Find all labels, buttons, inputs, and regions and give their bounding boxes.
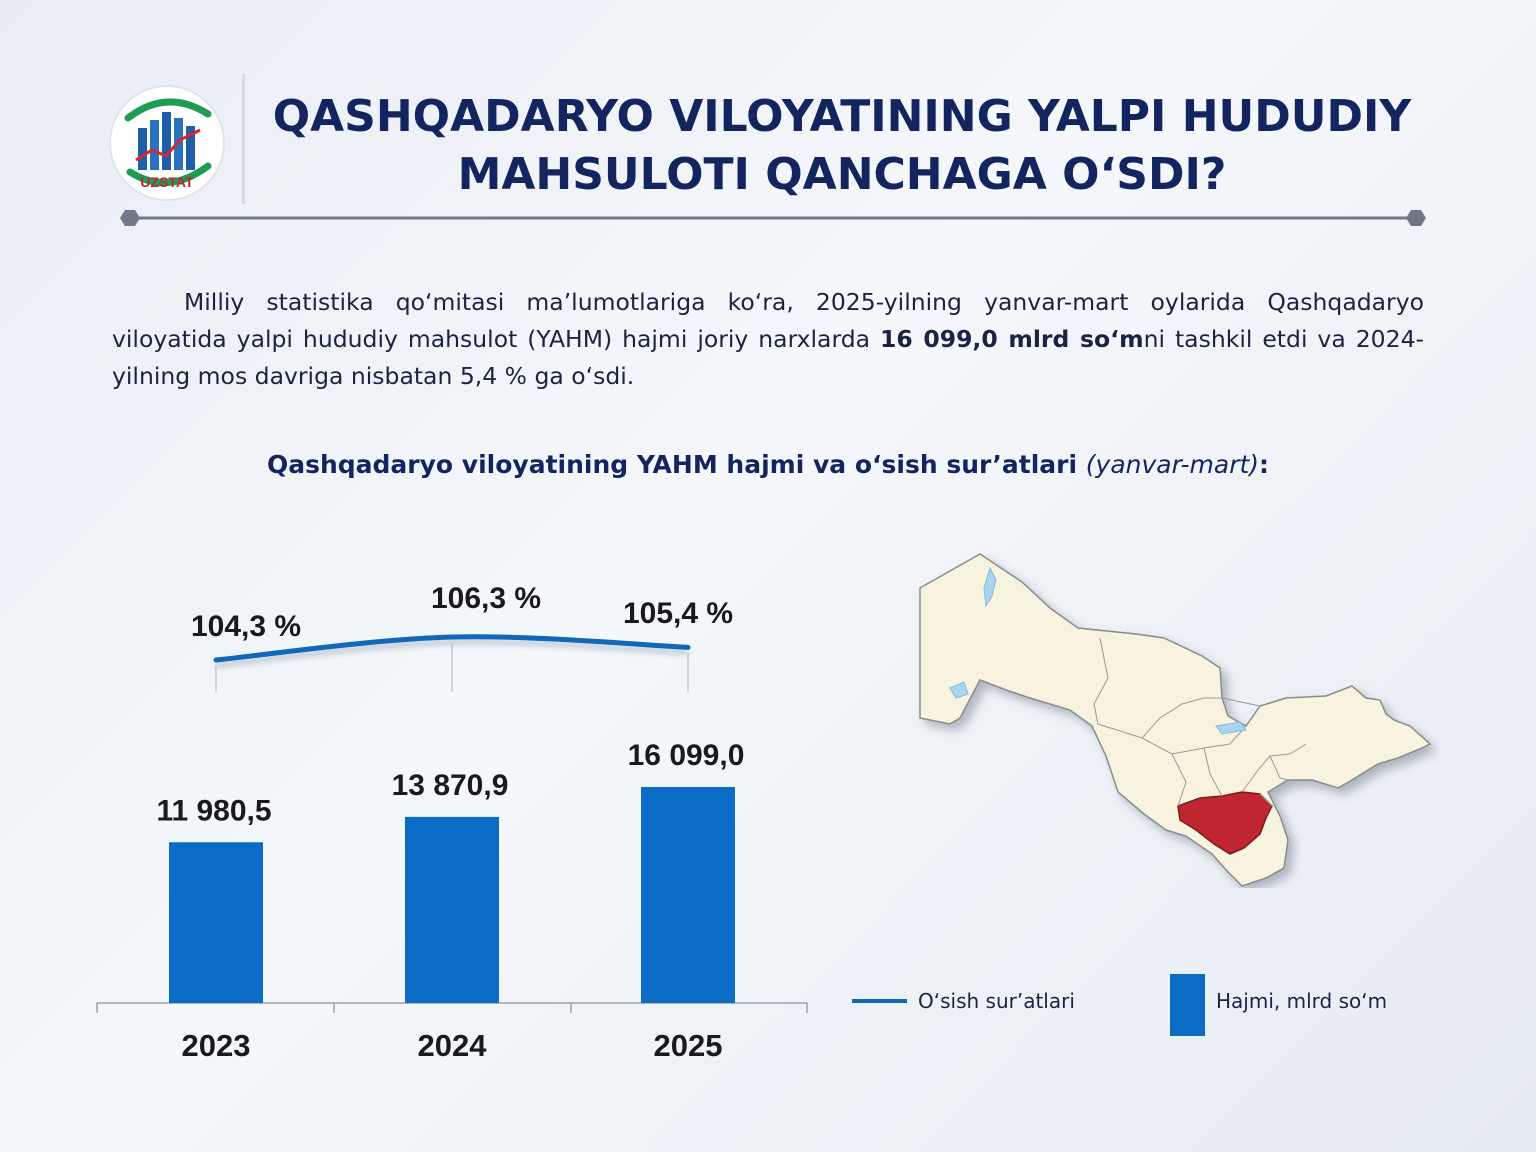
intro-highlight: 16 099,0 mlrd so‘m — [880, 325, 1144, 353]
bar-2023 — [169, 842, 263, 1003]
title-line-2: MAHSULOTI QANCHAGA O‘SDI? — [457, 149, 1227, 200]
intro-text-1: Milliy statistika qo‘mitasi ma’lumotlari… — [112, 288, 1424, 353]
legend-bar-swatch — [1170, 974, 1205, 1036]
qashqadaryo-region — [1177, 791, 1273, 855]
legend-line-label: O‘sish sur’atlari — [918, 989, 1075, 1013]
legend-bar-label: Hajmi, mlrd so‘m — [1216, 989, 1388, 1013]
bar-label-2023: 11 980,5 — [156, 794, 271, 827]
title-line-1: QASHQADARYO VILOYATINING YALPI HUDUDIY — [272, 91, 1412, 142]
uzstat-logo: UZSTAT — [109, 85, 225, 201]
chart-title-main: Qashqadaryo viloyatining YAHM hajmi va o… — [266, 450, 1086, 479]
bar-2024 — [405, 816, 499, 1003]
chart-title-note: (yanvar-mart) — [1085, 450, 1260, 479]
page-title: QASHQADARYO VILOYATINING YALPI HUDUDIY M… — [262, 88, 1422, 204]
water-bodies — [949, 566, 1247, 735]
title-rule — [120, 210, 1426, 226]
uzbekistan-map — [919, 553, 1432, 887]
chart-title-suffix: : — [1259, 450, 1270, 479]
line-label-2024: 106,3 % — [431, 582, 541, 615]
intro-text-2: ni tashkil etdi va 2024-yilning mos davr… — [112, 325, 1424, 390]
line-label-2025: 105,4 % — [623, 597, 733, 630]
x-tick-label-2023: 2023 — [182, 1028, 251, 1063]
chart-title: Qashqadaryo viloyatining YAHM hajmi va o… — [0, 450, 1536, 479]
header-divider — [242, 74, 245, 204]
uzbekistan-outline — [919, 553, 1432, 887]
growth-line-shadow — [215, 639, 689, 668]
growth-line — [213, 634, 691, 663]
legend-line-swatch — [852, 999, 907, 1003]
bar-label-2024: 13 870,9 — [392, 769, 509, 802]
logo-text: UZSTAT — [140, 174, 194, 190]
x-tick-label-2024: 2024 — [418, 1028, 488, 1063]
intro-paragraph: Milliy statistika qo‘mitasi ma’lumotlari… — [112, 284, 1424, 395]
x-tick-label-2025: 2025 — [654, 1028, 723, 1063]
line-label-2023: 104,3 % — [191, 610, 301, 643]
region-borders — [1093, 637, 1307, 807]
bar-2025 — [641, 787, 735, 1003]
bar-label-2025: 16 099,0 — [628, 739, 745, 772]
